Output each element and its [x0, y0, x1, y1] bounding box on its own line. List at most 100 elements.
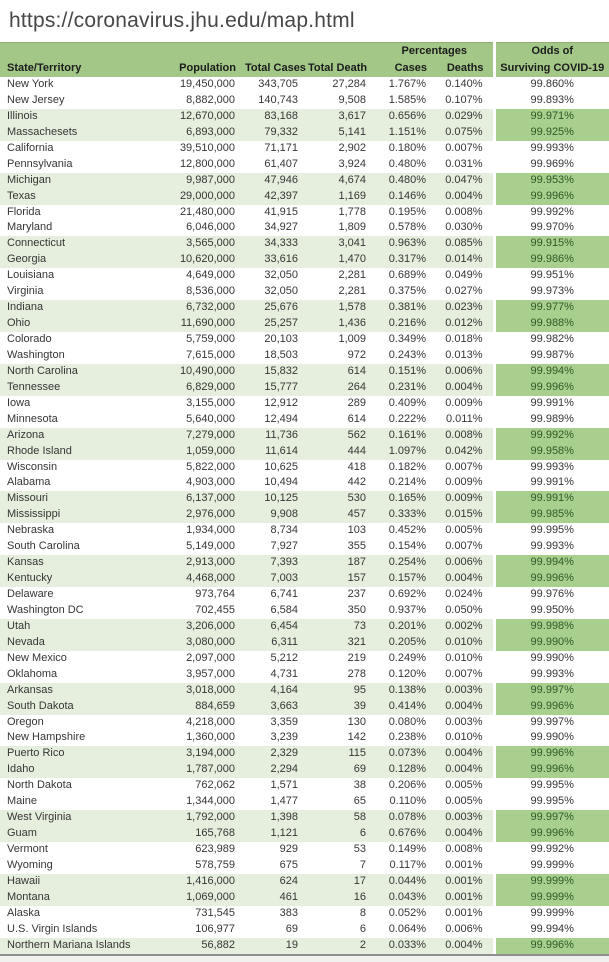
- cell-total-cases: 2,329: [245, 746, 308, 763]
- table-row: Connecticut 3,565,000 34,333 3,041 0.963% 0.0…: [0, 236, 609, 253]
- cell-total-cases: 69: [245, 921, 308, 938]
- cell-state: South Carolina: [0, 539, 150, 556]
- cell-deaths-pct: 0.085%: [436, 236, 494, 253]
- cell-deaths-pct: 0.008%: [436, 427, 494, 444]
- cell-cases-pct: 0.080%: [376, 714, 436, 731]
- table-row: Mississippi 2,976,000 9,908 457 0.333% 0.015%…: [0, 507, 609, 524]
- cell-cases-pct: 0.231%: [376, 379, 436, 396]
- cell-odds-surviving: 99.994%: [492, 555, 609, 572]
- cell-deaths-pct: 0.030%: [436, 220, 494, 237]
- cell-odds-surviving: 99.996%: [492, 762, 609, 779]
- cell-total-death: 157: [308, 571, 376, 587]
- cell-cases-pct: 0.238%: [376, 730, 436, 747]
- cell-odds-surviving: 99.986%: [492, 252, 609, 269]
- cell-total-cases: 25,257: [245, 316, 308, 332]
- photo-bottom-edge: [0, 953, 609, 962]
- cell-state: Colorado: [0, 332, 150, 348]
- cell-odds-surviving: 99.982%: [492, 332, 609, 348]
- cell-state: Oregon: [0, 714, 150, 731]
- cell-total-cases: 3,359: [245, 714, 308, 731]
- cell-population: 11,690,000: [150, 316, 245, 332]
- cell-cases-pct: 0.033%: [376, 937, 436, 954]
- cell-population: 9,987,000: [150, 172, 245, 189]
- cell-deaths-pct: 0.004%: [436, 188, 494, 205]
- cell-state: Delaware: [0, 587, 150, 603]
- table-row: California 39,510,000 71,171 2,902 0.180% 0.0…: [0, 140, 609, 157]
- cell-state: Maryland: [0, 220, 150, 237]
- cell-population: 3,080,000: [150, 634, 245, 651]
- cell-total-cases: 6,454: [245, 618, 308, 635]
- cell-cases-pct: 0.151%: [376, 363, 436, 380]
- cell-odds-surviving: 99.958%: [492, 443, 609, 460]
- cell-cases-pct: 0.689%: [376, 268, 436, 285]
- cell-total-cases: 10,625: [245, 459, 308, 476]
- cell-state: Virginia: [0, 284, 150, 301]
- cell-population: 884,659: [150, 698, 245, 715]
- cell-total-cases: 32,050: [245, 284, 308, 301]
- header-surviving-covid: Surviving COVID-19: [492, 60, 609, 77]
- cell-odds-surviving: 99.953%: [492, 172, 609, 189]
- table-row: Iowa 3,155,000 12,912 289 0.409% 0.009% 99.991…: [0, 395, 609, 412]
- table-row: Idaho 1,787,000 2,294 69 0.128% 0.004% 99.996%: [0, 762, 609, 779]
- cell-total-cases: 11,614: [245, 443, 308, 460]
- cell-odds-surviving: 99.996%: [492, 188, 609, 205]
- cell-odds-surviving: 99.977%: [492, 300, 609, 317]
- cell-deaths-pct: 0.001%: [436, 873, 494, 890]
- table-row: North Dakota 762,062 1,571 38 0.206% 0.005% 99…: [0, 778, 609, 795]
- cell-deaths-pct: 0.013%: [436, 347, 494, 364]
- cell-total-death: 444: [308, 443, 376, 460]
- cell-total-death: 219: [308, 650, 376, 667]
- cell-population: 10,490,000: [150, 363, 245, 380]
- cell-total-death: 8: [308, 905, 376, 922]
- table-row: Oregon 4,218,000 3,359 130 0.080% 0.003% 99.99…: [0, 714, 609, 731]
- cell-population: 702,455: [150, 602, 245, 619]
- header-odds-line1: Odds of: [492, 42, 609, 60]
- cell-cases-pct: 0.138%: [376, 682, 436, 699]
- cell-population: 12,800,000: [150, 156, 245, 173]
- cell-state: Tennessee: [0, 379, 150, 396]
- cell-deaths-pct: 0.007%: [436, 666, 494, 683]
- cell-deaths-pct: 0.001%: [436, 889, 494, 906]
- cell-total-death: 6: [308, 921, 376, 938]
- cell-odds-surviving: 99.990%: [492, 650, 609, 667]
- cell-total-death: 130: [308, 714, 376, 731]
- cell-cases-pct: 0.180%: [376, 140, 436, 157]
- cell-population: 578,759: [150, 857, 245, 874]
- cell-total-cases: 20,103: [245, 332, 308, 348]
- cell-cases-pct: 0.254%: [376, 555, 436, 572]
- cell-odds-surviving: 99.991%: [492, 475, 609, 492]
- cell-total-death: 562: [308, 427, 376, 444]
- cell-odds-surviving: 99.990%: [492, 634, 609, 651]
- cell-deaths-pct: 0.047%: [436, 172, 494, 189]
- cell-total-cases: 61,407: [245, 156, 308, 173]
- cell-total-cases: 5,212: [245, 650, 308, 667]
- cell-state: Northern Mariana Islands: [0, 937, 150, 954]
- cell-total-cases: 8,734: [245, 523, 308, 540]
- cell-population: 6,893,000: [150, 124, 245, 141]
- cell-total-cases: 461: [245, 889, 308, 906]
- cell-state: Mississippi: [0, 507, 150, 524]
- table-header: Percentages Odds of State/Territory Popu…: [0, 42, 609, 77]
- cell-state: Connecticut: [0, 236, 150, 253]
- cell-total-cases: 83,168: [245, 108, 308, 125]
- cell-odds-surviving: 99.994%: [492, 921, 609, 938]
- cell-total-cases: 4,164: [245, 682, 308, 699]
- cell-total-death: 16: [308, 889, 376, 906]
- cell-odds-surviving: 99.993%: [492, 140, 609, 157]
- cell-total-cases: 140,743: [245, 92, 308, 109]
- cell-state: Illinois: [0, 108, 150, 125]
- cell-total-cases: 41,915: [245, 204, 308, 221]
- table-row: Virginia 8,536,000 32,050 2,281 0.375% 0.027%…: [0, 284, 609, 301]
- cell-state: Oklahoma: [0, 666, 150, 683]
- cell-total-death: 278: [308, 666, 376, 683]
- table-row: Hawaii 1,416,000 624 17 0.044% 0.001% 99.999%: [0, 873, 609, 890]
- table-row: West Virginia 1,792,000 1,398 58 0.078% 0.003…: [0, 810, 609, 827]
- cell-state: Iowa: [0, 395, 150, 412]
- cell-state: Kentucky: [0, 571, 150, 587]
- cell-state: Arkansas: [0, 682, 150, 699]
- cell-cases-pct: 0.201%: [376, 618, 436, 635]
- cell-total-death: 69: [308, 762, 376, 779]
- cell-cases-pct: 0.317%: [376, 252, 436, 269]
- cell-population: 8,882,000: [150, 92, 245, 109]
- table-row: Massachesets 6,893,000 79,332 5,141 1.151% 0.…: [0, 124, 609, 141]
